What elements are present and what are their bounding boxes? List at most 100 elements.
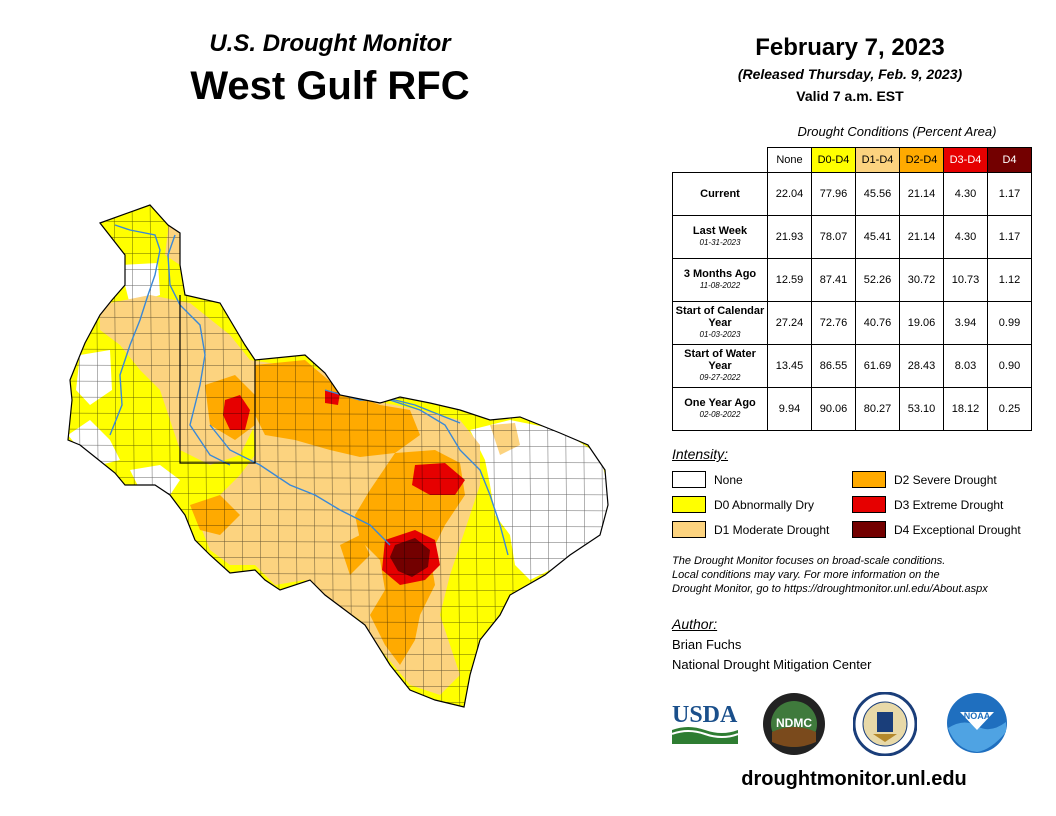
author-name: Brian Fuchs: [672, 637, 742, 652]
value-cell: 19.06: [899, 301, 944, 345]
conditions-row: Start of Water Year 09-27-2022 13.45 86.55 6…: [672, 344, 1032, 388]
map-title: West Gulf RFC: [190, 64, 470, 108]
legend-swatch: [852, 471, 886, 488]
none-area-north-west: [76, 350, 112, 405]
legend-swatch: [852, 496, 886, 513]
conditions-row: One Year Ago 02-08-2022 9.94 90.06 80.27 53.1…: [672, 387, 1032, 431]
row-date: 09-27-2022: [699, 373, 741, 382]
col-header: None: [767, 147, 812, 173]
release-date: (Released Thursday, Feb. 9, 2023): [737, 66, 963, 82]
col-header: D3-D4: [943, 147, 988, 173]
legend-item: D2 Severe Drought: [852, 471, 997, 488]
value-cell: 3.94: [943, 301, 988, 345]
value-cell: 52.26: [855, 258, 900, 302]
author-title: Author:: [672, 616, 718, 632]
legend-label: D2 Severe Drought: [894, 472, 997, 487]
col-header: D1-D4: [855, 147, 900, 173]
row-label-text: Last Week: [692, 225, 748, 237]
none-area-north: [120, 263, 160, 305]
header-blank-cell: [672, 147, 768, 173]
value-cell: 90.06: [811, 387, 856, 431]
river-colorado: [209, 424, 391, 546]
none-area-west: [68, 420, 120, 465]
value-cell: 18.12: [943, 387, 988, 431]
ndmc-logo: NDMC: [763, 693, 825, 755]
legend-label: None: [714, 472, 743, 487]
row-label: Start of Calendar Year 01-03-2023: [672, 301, 768, 345]
footer-url[interactable]: droughtmonitor.unl.edu: [741, 768, 967, 790]
d3-area-north-central: [412, 463, 465, 495]
row-label: One Year Ago 02-08-2022: [672, 387, 768, 431]
value-cell: 86.55: [811, 344, 856, 388]
row-date: 11-08-2022: [699, 281, 741, 290]
legend-swatch: [672, 496, 706, 513]
river-canadian: [109, 224, 161, 436]
value-cell: 61.69: [855, 344, 900, 388]
value-cell: 87.41: [811, 258, 856, 302]
conditions-row: Current 22.04 77.96 45.56 21.14 4.30 1.17: [672, 172, 1032, 216]
legend-swatch: [672, 521, 706, 538]
value-cell: 10.73: [943, 258, 988, 302]
conditions-header-row: None D0-D4 D1-D4 D2-D4 D3-D4 D4: [672, 147, 1032, 173]
value-cell: 12.59: [767, 258, 812, 302]
row-label-text: 3 Months Ago: [683, 268, 757, 280]
legend-swatch: [852, 521, 886, 538]
conditions-title: Drought Conditions (Percent Area): [797, 124, 997, 139]
row-label: Last Week 01-31-2023: [672, 215, 768, 259]
value-cell: 1.17: [987, 215, 1032, 259]
doc-seal-logo: [853, 692, 917, 756]
noaa-logo: NOAA: [947, 693, 1007, 753]
value-cell: 77.96: [811, 172, 856, 216]
value-cell: 0.90: [987, 344, 1032, 388]
usda-logo-text: USDA: [672, 702, 738, 728]
value-cell: 21.14: [899, 215, 944, 259]
noaa-logo-text: NOAA: [964, 711, 991, 721]
new-mexico-texas-border: [179, 295, 256, 464]
map-subtitle: U.S. Drought Monitor: [209, 30, 451, 57]
row-label: 3 Months Ago 11-08-2022: [672, 258, 768, 302]
col-header: D0-D4: [811, 147, 856, 173]
river-pecos: [167, 234, 231, 466]
value-cell: 8.03: [943, 344, 988, 388]
drought-map: [67, 204, 609, 708]
note-line: The Drought Monitor focuses on broad-sca…: [672, 555, 946, 567]
value-cell: 0.25: [987, 387, 1032, 431]
value-cell: 9.94: [767, 387, 812, 431]
map-date: February 7, 2023: [755, 34, 945, 61]
legend-item: D1 Moderate Drought: [672, 521, 829, 538]
region-outline: [67, 204, 609, 708]
d2-area-west: [190, 495, 240, 535]
value-cell: 80.27: [855, 387, 900, 431]
d1-area-east: [490, 423, 520, 455]
conditions-row: 3 Months Ago 11-08-2022 12.59 87.41 52.26 30.…: [672, 258, 1032, 302]
d3-area-panhandle: [223, 395, 250, 430]
value-cell: 40.76: [855, 301, 900, 345]
legend-item: D4 Exceptional Drought: [852, 521, 1021, 538]
value-cell: 1.12: [987, 258, 1032, 302]
legend-item: None: [672, 471, 743, 488]
disclaimer-note: The Drought Monitor focuses on broad-sca…: [672, 554, 1042, 596]
col-header: D4: [987, 147, 1032, 173]
legend-label: D1 Moderate Drought: [714, 522, 830, 537]
row-label-text: Start of Calendar Year: [675, 305, 765, 329]
value-cell: 22.04: [767, 172, 812, 216]
value-cell: 28.43: [899, 344, 944, 388]
value-cell: 21.14: [899, 172, 944, 216]
conditions-row: Start of Calendar Year 01-03-2023 27.24 72.…: [672, 301, 1032, 345]
conditions-table: None D0-D4 D1-D4 D2-D4 D3-D4 D4 Current 2…: [672, 147, 1032, 431]
d2-area-north-central: [255, 360, 420, 457]
legend-label: D3 Extreme Drought: [894, 497, 1004, 512]
col-header: D2-D4: [899, 147, 944, 173]
value-cell: 13.45: [767, 344, 812, 388]
row-label-text: Current: [700, 188, 740, 200]
value-cell: 78.07: [811, 215, 856, 259]
d2-area-south: [340, 535, 370, 575]
row-label-text: One Year Ago: [684, 397, 756, 409]
row-label-text: Start of Water Year: [684, 348, 756, 372]
value-cell: 4.30: [943, 215, 988, 259]
value-cell: 45.56: [855, 172, 900, 216]
legend-item: D0 Abnormally Dry: [672, 496, 814, 513]
note-line: Drought Monitor, go to https://droughtmo…: [672, 583, 988, 595]
value-cell: 27.24: [767, 301, 812, 345]
value-cell: 1.17: [987, 172, 1032, 216]
